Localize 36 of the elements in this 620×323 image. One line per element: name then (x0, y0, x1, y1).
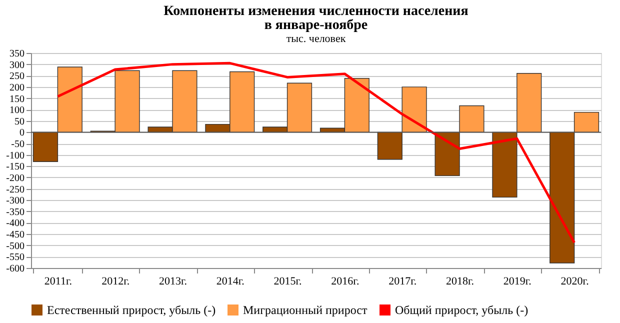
x-tick-label: 2016г. (331, 276, 360, 288)
y-tick-label: 150 (10, 94, 24, 105)
y-tick-label: 350 (10, 48, 24, 60)
y-tick-label: 0 (20, 128, 24, 139)
y-tick-label: -500 (6, 240, 24, 252)
x-tick-label: 2012г. (102, 276, 130, 288)
x-tick-label: 2011г. (44, 276, 72, 288)
y-tick-label: -400 (6, 218, 24, 230)
y-tick-label: 300 (10, 60, 24, 71)
y-tick-label: -200 (6, 172, 24, 184)
x-tick-label: 2019г. (503, 276, 532, 288)
x-tick-label: 2018г. (446, 276, 474, 288)
y-tick-label: -150 (6, 162, 24, 173)
y-tick-label: -250 (6, 184, 24, 196)
x-tick-label: 2015г. (274, 276, 302, 288)
y-tick-label: -350 (6, 206, 24, 218)
y-tick-label: 100 (10, 105, 24, 116)
y-tick-label: -600 (6, 264, 24, 274)
y-tick-label: -50 (11, 139, 24, 150)
y-tick-label: 50 (14, 116, 24, 128)
x-tick-label: 2014г. (216, 276, 245, 288)
x-tick-label: 2013г. (158, 276, 188, 288)
y-tick-label: -300 (6, 196, 24, 207)
text: в январе-ноябре (264, 18, 368, 33)
legend-label: Общий прирост, убыль (-) (395, 303, 528, 317)
y-tick-label: -550 (6, 252, 24, 264)
y-tick-label: 200 (10, 82, 24, 94)
x-tick-label: 2020г. (560, 276, 590, 288)
legend-label: Миграционный прирост (243, 303, 368, 317)
text: Компоненты изменения численности населения (164, 4, 468, 19)
legend-label: Естественный прирост, убыль (-) (47, 303, 216, 317)
y-tick-label: -450 (6, 230, 24, 241)
chart-subtitle: тыс. человек (286, 33, 346, 45)
y-tick-label: -100 (6, 150, 24, 162)
x-tick-label: 2017г. (388, 276, 417, 288)
y-tick-label: 250 (10, 71, 24, 82)
